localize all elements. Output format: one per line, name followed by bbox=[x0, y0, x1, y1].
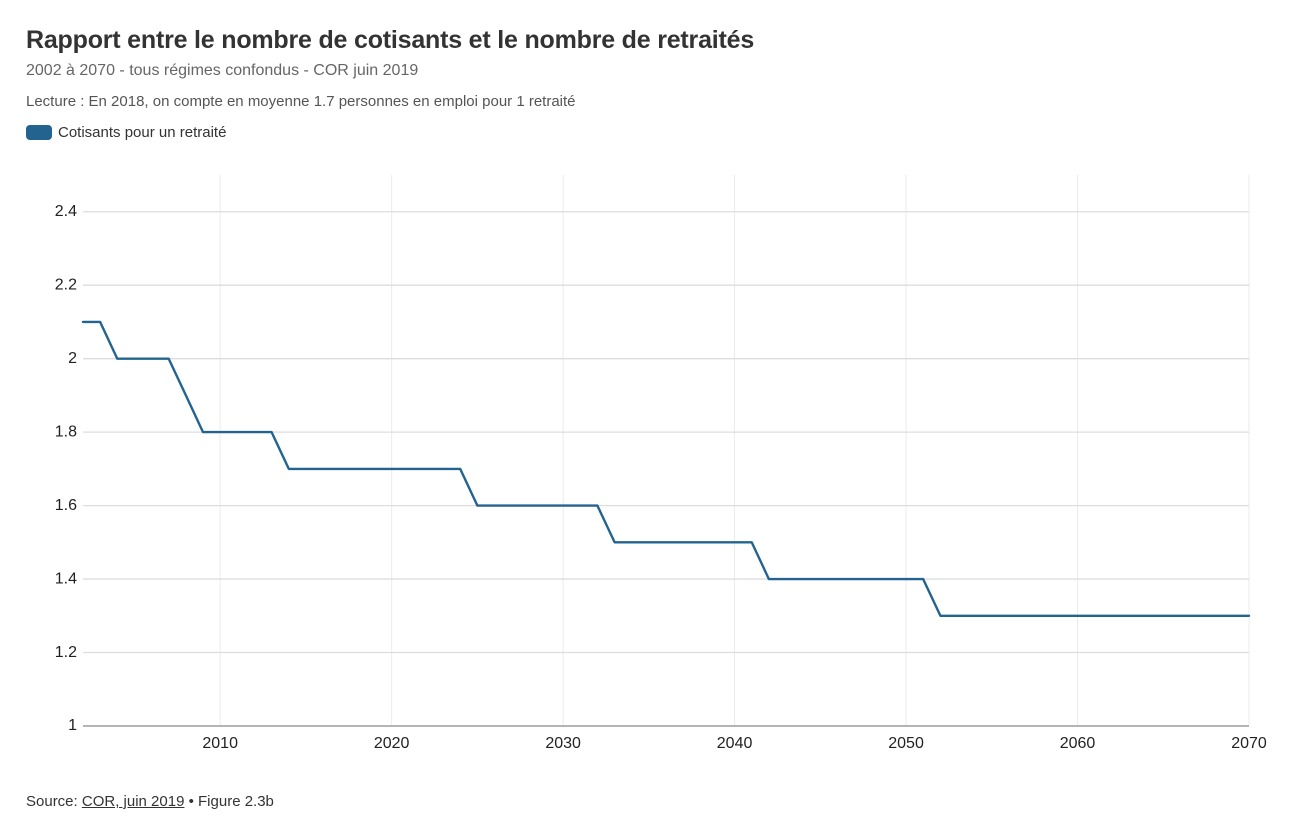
data-point-2006 bbox=[150, 357, 154, 361]
source-suffix: • Figure 2.3b bbox=[184, 793, 274, 810]
data-point-2039 bbox=[715, 540, 719, 544]
data-point-2029 bbox=[544, 504, 548, 508]
data-point-2049 bbox=[887, 577, 891, 581]
legend: Cotisants pour un retraité bbox=[26, 124, 226, 141]
y-tick-label-2-4: 2.4 bbox=[55, 203, 77, 220]
data-point-2026 bbox=[493, 504, 497, 508]
x-tick-label-2040: 2040 bbox=[717, 735, 753, 752]
data-point-2013 bbox=[270, 430, 274, 434]
data-point-2063 bbox=[1127, 614, 1131, 618]
data-point-2028 bbox=[527, 504, 531, 508]
data-point-2051 bbox=[921, 577, 925, 581]
data-point-2009 bbox=[201, 430, 205, 434]
data-point-2003 bbox=[98, 320, 102, 324]
data-point-2031 bbox=[578, 504, 582, 508]
data-point-2042 bbox=[767, 577, 771, 581]
data-point-2002 bbox=[81, 320, 85, 324]
data-point-2041 bbox=[750, 540, 754, 544]
y-tick-label-2-2: 2.2 bbox=[55, 276, 77, 293]
data-point-2059 bbox=[1058, 614, 1062, 618]
data-point-2021 bbox=[407, 467, 411, 471]
data-point-2067 bbox=[1196, 614, 1200, 618]
data-point-2038 bbox=[698, 540, 702, 544]
data-point-2043 bbox=[784, 577, 788, 581]
data-point-2062 bbox=[1110, 614, 1114, 618]
data-point-2066 bbox=[1178, 614, 1182, 618]
data-point-2018 bbox=[355, 467, 359, 471]
data-point-2037 bbox=[681, 540, 685, 544]
chart-subtitle: 2002 à 2070 - tous régimes confondus - C… bbox=[26, 62, 419, 79]
data-point-2032 bbox=[595, 504, 599, 508]
source-line: Source: COR, juin 2019 • Figure 2.3b bbox=[26, 793, 274, 810]
data-point-2022 bbox=[424, 467, 428, 471]
data-point-2012 bbox=[252, 430, 256, 434]
data-point-2053 bbox=[956, 614, 960, 618]
x-tick-label-2060: 2060 bbox=[1060, 735, 1096, 752]
data-point-2025 bbox=[475, 504, 479, 508]
data-point-2023 bbox=[441, 467, 445, 471]
x-tick-label-2010: 2010 bbox=[202, 735, 238, 752]
data-point-2008 bbox=[184, 393, 188, 397]
source-link[interactable]: COR, juin 2019 bbox=[81, 793, 185, 810]
data-point-2036 bbox=[664, 540, 668, 544]
data-point-2010 bbox=[218, 430, 222, 434]
data-point-2045 bbox=[818, 577, 822, 581]
data-point-2050 bbox=[904, 577, 908, 581]
data-point-2055 bbox=[990, 614, 994, 618]
data-point-2052 bbox=[938, 614, 942, 618]
data-point-2007 bbox=[167, 357, 171, 361]
data-point-2058 bbox=[1041, 614, 1045, 618]
data-point-2046 bbox=[835, 577, 839, 581]
legend-label: Cotisants pour un retraité bbox=[58, 124, 227, 141]
series-line-0 bbox=[81, 320, 1251, 617]
x-tick-label-2070: 2070 bbox=[1231, 735, 1267, 752]
x-tick-label-2050: 2050 bbox=[888, 735, 924, 752]
data-point-2015 bbox=[304, 467, 308, 471]
chart-title: Rapport entre le nombre de cotisants et … bbox=[26, 26, 755, 54]
data-point-2070 bbox=[1247, 614, 1251, 618]
data-point-2014 bbox=[287, 467, 291, 471]
y-tick-label-1: 1 bbox=[68, 717, 77, 734]
data-point-2054 bbox=[973, 614, 977, 618]
data-point-2065 bbox=[1161, 614, 1165, 618]
series-layer bbox=[81, 320, 1251, 618]
y-tick-label-1-4: 1.4 bbox=[55, 570, 77, 587]
data-point-2048 bbox=[870, 577, 874, 581]
legend-swatch bbox=[26, 125, 52, 140]
data-point-2061 bbox=[1093, 614, 1097, 618]
data-point-2044 bbox=[801, 577, 805, 581]
data-point-2030 bbox=[561, 504, 565, 508]
data-point-2005 bbox=[132, 357, 136, 361]
data-point-2057 bbox=[1024, 614, 1028, 618]
data-point-2011 bbox=[235, 430, 239, 434]
data-point-2047 bbox=[853, 577, 857, 581]
data-point-2068 bbox=[1213, 614, 1217, 618]
data-point-2019 bbox=[373, 467, 377, 471]
source-prefix: Source: bbox=[26, 793, 82, 810]
data-point-2064 bbox=[1144, 614, 1148, 618]
x-tick-label-2020: 2020 bbox=[374, 735, 410, 752]
data-point-2017 bbox=[338, 467, 342, 471]
axes: 2010 2020 2030 2040 2050 2060 2070 1 1.2 1.4 1.6 1.… bbox=[55, 203, 1267, 752]
data-point-2069 bbox=[1230, 614, 1234, 618]
data-point-2035 bbox=[647, 540, 651, 544]
data-point-2016 bbox=[321, 467, 325, 471]
x-tick-label-2030: 2030 bbox=[545, 735, 581, 752]
data-point-2020 bbox=[390, 467, 394, 471]
data-point-2027 bbox=[510, 504, 514, 508]
grid bbox=[83, 175, 1250, 726]
y-tick-label-2: 2 bbox=[68, 350, 77, 367]
data-point-2056 bbox=[1007, 614, 1011, 618]
y-tick-label-1-2: 1.2 bbox=[55, 644, 77, 661]
y-tick-label-1-8: 1.8 bbox=[55, 423, 77, 440]
data-point-2004 bbox=[115, 357, 119, 361]
chart-reading-note: Lecture : En 2018, on compte en moyenne … bbox=[26, 93, 576, 110]
data-point-2033 bbox=[613, 540, 617, 544]
data-point-2034 bbox=[630, 540, 634, 544]
data-point-2024 bbox=[458, 467, 462, 471]
y-tick-label-1-6: 1.6 bbox=[55, 497, 77, 514]
data-point-2040 bbox=[733, 540, 737, 544]
data-point-2060 bbox=[1076, 614, 1080, 618]
